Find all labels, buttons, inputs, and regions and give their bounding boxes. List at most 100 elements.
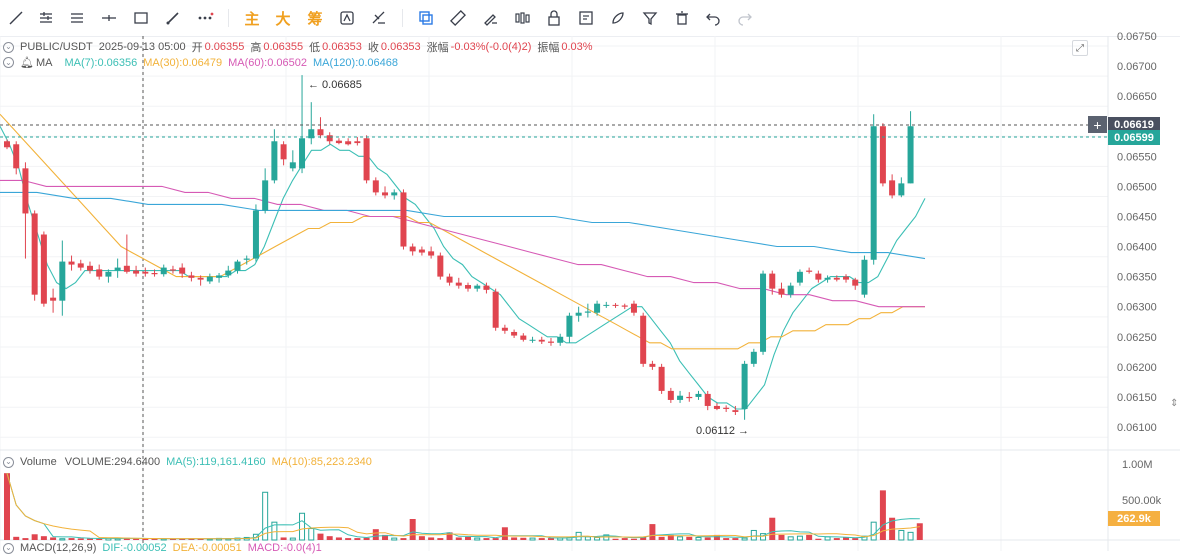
- main-chart-button[interactable]: 主: [244, 10, 260, 28]
- undo-icon[interactable]: [701, 6, 725, 30]
- candle-body: [345, 141, 352, 145]
- chevron-down-icon[interactable]: ⌄: [3, 542, 14, 554]
- drawing-toolbar: 主 大 筹: [0, 0, 1180, 37]
- volume-bar: [501, 527, 508, 540]
- volume-indicator-name[interactable]: Volume: [20, 456, 57, 468]
- big-order-button[interactable]: 大: [275, 10, 291, 28]
- volume-bar: [879, 490, 886, 540]
- moving-average-lines: [0, 113, 926, 410]
- bell-icon[interactable]: 🔔︎: [20, 57, 34, 69]
- measure-icon[interactable]: [367, 6, 391, 30]
- chip-distribution-button[interactable]: 筹: [307, 10, 323, 28]
- volume-bar: [630, 538, 637, 540]
- volume-bar: [335, 537, 342, 540]
- volume-bar: [289, 537, 296, 541]
- volume-bar: [723, 538, 730, 540]
- chevron-down-icon[interactable]: ⌄: [3, 57, 14, 68]
- more-icon[interactable]: [193, 6, 217, 30]
- datetime-label: 2025-09-13 05:00: [98, 41, 186, 53]
- volume-bar: [621, 538, 628, 540]
- open-value: 0.06355: [204, 41, 245, 53]
- candle-body: [206, 276, 213, 282]
- chevron-down-icon[interactable]: ⌄: [3, 41, 14, 53]
- expand-icon[interactable]: ⤢: [1072, 40, 1088, 56]
- candle-body: [898, 183, 905, 196]
- candle-body: [879, 126, 886, 184]
- candle-body: [289, 162, 296, 169]
- last-volume-tag: 262.9k: [1108, 511, 1160, 526]
- horizontal-line-icon[interactable]: [97, 6, 121, 30]
- volume-bar: [299, 512, 306, 541]
- candle-body: [234, 261, 241, 271]
- price-tick-label: 0.06350: [1117, 272, 1157, 284]
- candle-body: [428, 251, 435, 256]
- volume-legend-row: ⌄ Volume VOLUME:294.6400 MA(5):119,161.4…: [0, 456, 378, 468]
- candle-body: [96, 269, 103, 277]
- volume-bar: [667, 534, 674, 540]
- eraser-pen-icon[interactable]: [478, 6, 502, 30]
- ma-indicator-name[interactable]: MA: [35, 56, 53, 69]
- paint-icon[interactable]: [606, 6, 630, 30]
- macd-value-legend: MACD:-0.0(4)1: [247, 542, 322, 554]
- volume-bar: [833, 538, 840, 540]
- candle-body: [658, 366, 665, 391]
- rectangle-icon[interactable]: [129, 6, 153, 30]
- volume-bar: [898, 529, 905, 541]
- volume-bar: [584, 536, 591, 541]
- volume-bar: [907, 531, 914, 541]
- volume-bar: [686, 536, 693, 540]
- candles-icon[interactable]: [510, 6, 534, 30]
- candle-body: [750, 351, 757, 364]
- volume-bar: [437, 538, 444, 540]
- volume-bar: [760, 533, 767, 541]
- axis-scroll-icon[interactable]: ⇕: [1170, 398, 1179, 409]
- volume-bar: [658, 536, 665, 540]
- ma60-legend: MA(60):0.06502: [228, 56, 308, 69]
- candle-body: [308, 129, 315, 139]
- multi-line-icon[interactable]: [34, 6, 58, 30]
- candle-body: [520, 335, 527, 340]
- filter-icon[interactable]: [638, 6, 662, 30]
- candle-body: [474, 285, 481, 289]
- volume-tick-label: 500.00k: [1122, 495, 1162, 507]
- candle-body: [252, 210, 259, 259]
- trash-icon[interactable]: [670, 6, 694, 30]
- price-tick-label: 0.06100: [1117, 422, 1157, 434]
- candle-body: [649, 363, 656, 367]
- volume-axis: 1.00M 500.00k: [1122, 459, 1162, 507]
- volume-bar: [363, 537, 370, 540]
- trend-line-icon[interactable]: [4, 6, 28, 30]
- ma30-legend: MA(30):0.06479: [143, 56, 223, 69]
- candle-body: [529, 339, 536, 341]
- lock-icon[interactable]: [542, 6, 566, 30]
- add-alert-button[interactable]: +: [1088, 116, 1107, 133]
- volume-value: VOLUME:294.6400: [64, 456, 161, 468]
- brush-icon[interactable]: [161, 6, 185, 30]
- chevron-down-icon[interactable]: ⌄: [3, 456, 14, 468]
- candle-body: [391, 192, 398, 196]
- redo-icon[interactable]: [733, 6, 757, 30]
- volume-bar: [465, 536, 471, 540]
- volume-bar: [640, 536, 647, 540]
- candle-body: [501, 327, 508, 331]
- candle-body: [538, 339, 545, 342]
- volume-bar: [22, 538, 29, 540]
- candle-body: [335, 140, 342, 144]
- volume-bar: [188, 538, 195, 540]
- note-icon[interactable]: [574, 6, 598, 30]
- volume-ma-line: [6, 473, 920, 540]
- macd-dif-legend: DIF:-0.00052: [102, 542, 167, 554]
- ma120-legend: MA(120):0.06468: [313, 56, 399, 69]
- ruler-icon[interactable]: [446, 6, 470, 30]
- volume-bar: [96, 538, 103, 540]
- volume-bar: [308, 528, 315, 541]
- price-tick-label: 0.06650: [1117, 91, 1157, 103]
- copy-icon[interactable]: [414, 6, 438, 30]
- candle-body: [677, 395, 684, 400]
- magnet-icon[interactable]: [335, 6, 359, 30]
- macd-indicator-name[interactable]: MACD(12,26,9): [20, 542, 97, 554]
- parallel-lines-icon[interactable]: [65, 6, 89, 30]
- amplitude-value: 0.03%: [561, 41, 593, 53]
- volume-ma10-legend: MA(10):85,223.2340: [271, 456, 372, 468]
